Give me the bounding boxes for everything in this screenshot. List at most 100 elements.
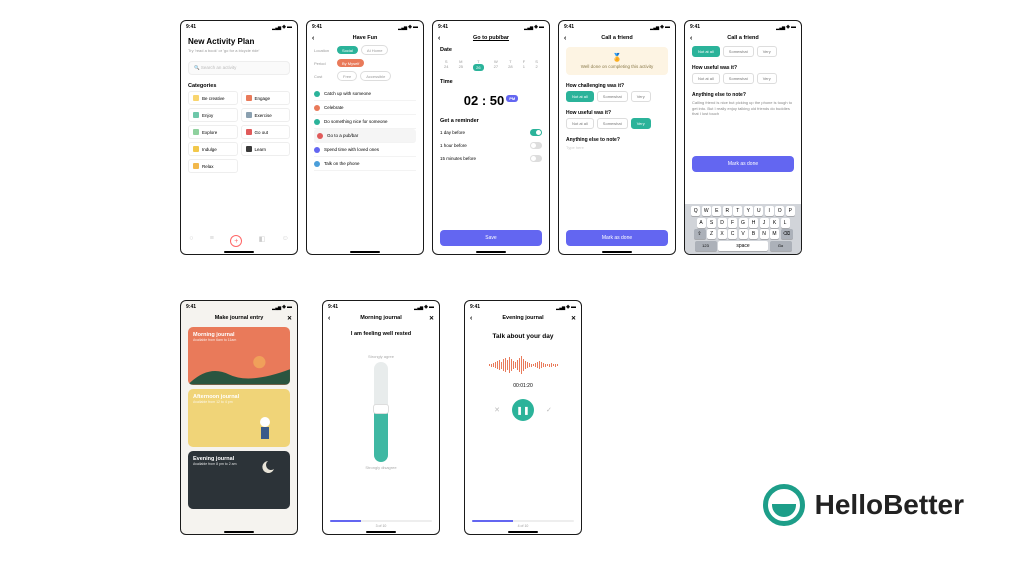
pause-button[interactable]: ❚❚ bbox=[512, 399, 534, 421]
note-text[interactable]: Calling friend is nice but picking up th… bbox=[685, 100, 801, 117]
search-input[interactable]: 🔍 Search an activity bbox=[188, 61, 290, 75]
tab-profile-icon[interactable]: ☺ bbox=[282, 235, 289, 247]
list-item[interactable]: Talk on the phone bbox=[314, 157, 416, 171]
date-1[interactable]: F1 bbox=[523, 59, 525, 71]
chip-somewhat[interactable]: Somewhat bbox=[723, 46, 754, 57]
close-icon[interactable]: ✕ bbox=[571, 315, 576, 322]
key-b[interactable]: B bbox=[749, 229, 758, 239]
chip-notatall[interactable]: Not at all bbox=[692, 46, 720, 57]
save-button[interactable]: Save bbox=[440, 230, 542, 246]
date-27[interactable]: W27 bbox=[494, 59, 498, 71]
chip-very[interactable]: Very bbox=[757, 73, 777, 84]
chip-somewhat[interactable]: Somewhat bbox=[597, 118, 628, 129]
key-a[interactable]: A bbox=[697, 218, 706, 228]
slider-knob[interactable] bbox=[373, 404, 389, 414]
date-28[interactable]: T28 bbox=[508, 59, 512, 71]
list-item[interactable]: Do something nice for someone bbox=[314, 115, 416, 129]
category-learn[interactable]: Learn bbox=[241, 142, 291, 156]
chip-somewhat[interactable]: Somewhat bbox=[723, 73, 754, 84]
close-icon[interactable]: ✕ bbox=[429, 315, 434, 322]
key-o[interactable]: O bbox=[775, 206, 784, 216]
key-u[interactable]: U bbox=[754, 206, 763, 216]
chip-very[interactable]: Very bbox=[757, 46, 777, 57]
back-icon[interactable]: ‹ bbox=[328, 315, 330, 322]
toggle[interactable] bbox=[530, 142, 542, 149]
key-w[interactable]: W bbox=[702, 206, 711, 216]
date-2[interactable]: S2 bbox=[535, 59, 538, 71]
pill-athome[interactable]: At Home bbox=[361, 45, 389, 55]
backspace-key[interactable]: ⌫ bbox=[781, 229, 793, 239]
key-y[interactable]: Y bbox=[744, 206, 753, 216]
category-go-out[interactable]: Go out bbox=[241, 125, 291, 139]
tab-add-button[interactable]: + bbox=[230, 235, 242, 247]
list-item[interactable]: Spend time with loved ones bbox=[314, 143, 416, 157]
back-icon[interactable]: ‹ bbox=[564, 35, 566, 42]
key-j[interactable]: J bbox=[760, 218, 769, 228]
back-icon[interactable]: ‹ bbox=[690, 35, 692, 42]
key-t[interactable]: T bbox=[733, 206, 742, 216]
category-engage[interactable]: Engage bbox=[241, 91, 291, 105]
space-key[interactable]: space bbox=[718, 241, 768, 251]
key-k[interactable]: K bbox=[770, 218, 779, 228]
key-v[interactable]: V bbox=[739, 229, 748, 239]
chip-very[interactable]: Very bbox=[631, 118, 651, 129]
toggle[interactable] bbox=[530, 129, 542, 136]
key-f[interactable]: F bbox=[728, 218, 737, 228]
cancel-icon[interactable]: ✕ bbox=[494, 406, 500, 414]
slider-track[interactable] bbox=[374, 362, 388, 462]
done-button[interactable]: Mark as done bbox=[566, 230, 668, 246]
date-25[interactable]: M25 bbox=[459, 59, 463, 71]
close-icon[interactable]: ✕ bbox=[287, 315, 292, 322]
shift-key[interactable]: ⇧ bbox=[694, 229, 706, 239]
confirm-icon[interactable]: ✓ bbox=[546, 406, 552, 414]
key-m[interactable]: M bbox=[770, 229, 779, 239]
journal-card[interactable]: Morning journalAvailable from 6am to 11a… bbox=[188, 327, 290, 385]
back-icon[interactable]: ‹ bbox=[438, 35, 440, 42]
date-26[interactable]: T26 bbox=[473, 59, 483, 71]
done-button[interactable]: Mark as done bbox=[692, 156, 794, 172]
category-explore[interactable]: Explore bbox=[188, 125, 238, 139]
date-picker[interactable]: S24 M25 T26 W27 T28 F1 S2 bbox=[433, 55, 549, 75]
list-item[interactable]: Catch up with someone bbox=[314, 87, 416, 101]
pill-free[interactable]: Free bbox=[337, 71, 357, 81]
date-24[interactable]: S24 bbox=[444, 59, 448, 71]
key-i[interactable]: I bbox=[765, 206, 774, 216]
journal-card[interactable]: Evening journalAvailable from 8 pm to 2 … bbox=[188, 451, 290, 509]
note-input[interactable]: Type here bbox=[559, 145, 675, 151]
key-d[interactable]: D bbox=[718, 218, 727, 228]
key-n[interactable]: N bbox=[760, 229, 769, 239]
key-h[interactable]: H bbox=[749, 218, 758, 228]
key-q[interactable]: Q bbox=[691, 206, 700, 216]
category-relax[interactable]: Relax bbox=[188, 159, 238, 173]
category-indulge[interactable]: Indulge bbox=[188, 142, 238, 156]
key-e[interactable]: E bbox=[712, 206, 721, 216]
go-key[interactable]: Go bbox=[770, 241, 792, 251]
chip-notatall[interactable]: Not at all bbox=[566, 118, 594, 129]
chip-very[interactable]: Very bbox=[631, 91, 651, 102]
key-c[interactable]: C bbox=[728, 229, 737, 239]
time-display[interactable]: 02 : 50PM bbox=[433, 87, 549, 114]
chip-notatall[interactable]: Not at all bbox=[566, 91, 594, 102]
journal-card[interactable]: Afternoon journalAvailable from 12 to 4 … bbox=[188, 389, 290, 447]
key-g[interactable]: G bbox=[739, 218, 748, 228]
pill-accessible[interactable]: Accessible bbox=[360, 71, 391, 81]
time-suffix[interactable]: PM bbox=[506, 95, 518, 102]
key-p[interactable]: P bbox=[786, 206, 795, 216]
key-z[interactable]: Z bbox=[707, 229, 716, 239]
num-key[interactable]: 123 bbox=[695, 241, 717, 251]
category-enjoy[interactable]: Enjoy bbox=[188, 108, 238, 122]
chip-notatall[interactable]: Not at all bbox=[692, 73, 720, 84]
chip-somewhat[interactable]: Somewhat bbox=[597, 91, 628, 102]
back-icon[interactable]: ‹ bbox=[470, 315, 472, 322]
list-item[interactable]: Celebrate bbox=[314, 101, 416, 115]
list-item[interactable]: Go to a pub/bar bbox=[314, 129, 416, 143]
key-r[interactable]: R bbox=[723, 206, 732, 216]
key-l[interactable]: L bbox=[781, 218, 790, 228]
category-be-creative[interactable]: Be creative bbox=[188, 91, 238, 105]
key-s[interactable]: S bbox=[707, 218, 716, 228]
back-icon[interactable]: ‹ bbox=[312, 35, 314, 42]
tab-list-icon[interactable]: ≡ bbox=[210, 235, 214, 247]
tab-home-icon[interactable]: ○ bbox=[189, 235, 193, 247]
category-exercise[interactable]: Exercise bbox=[241, 108, 291, 122]
tab-stats-icon[interactable]: ◧ bbox=[259, 235, 266, 247]
